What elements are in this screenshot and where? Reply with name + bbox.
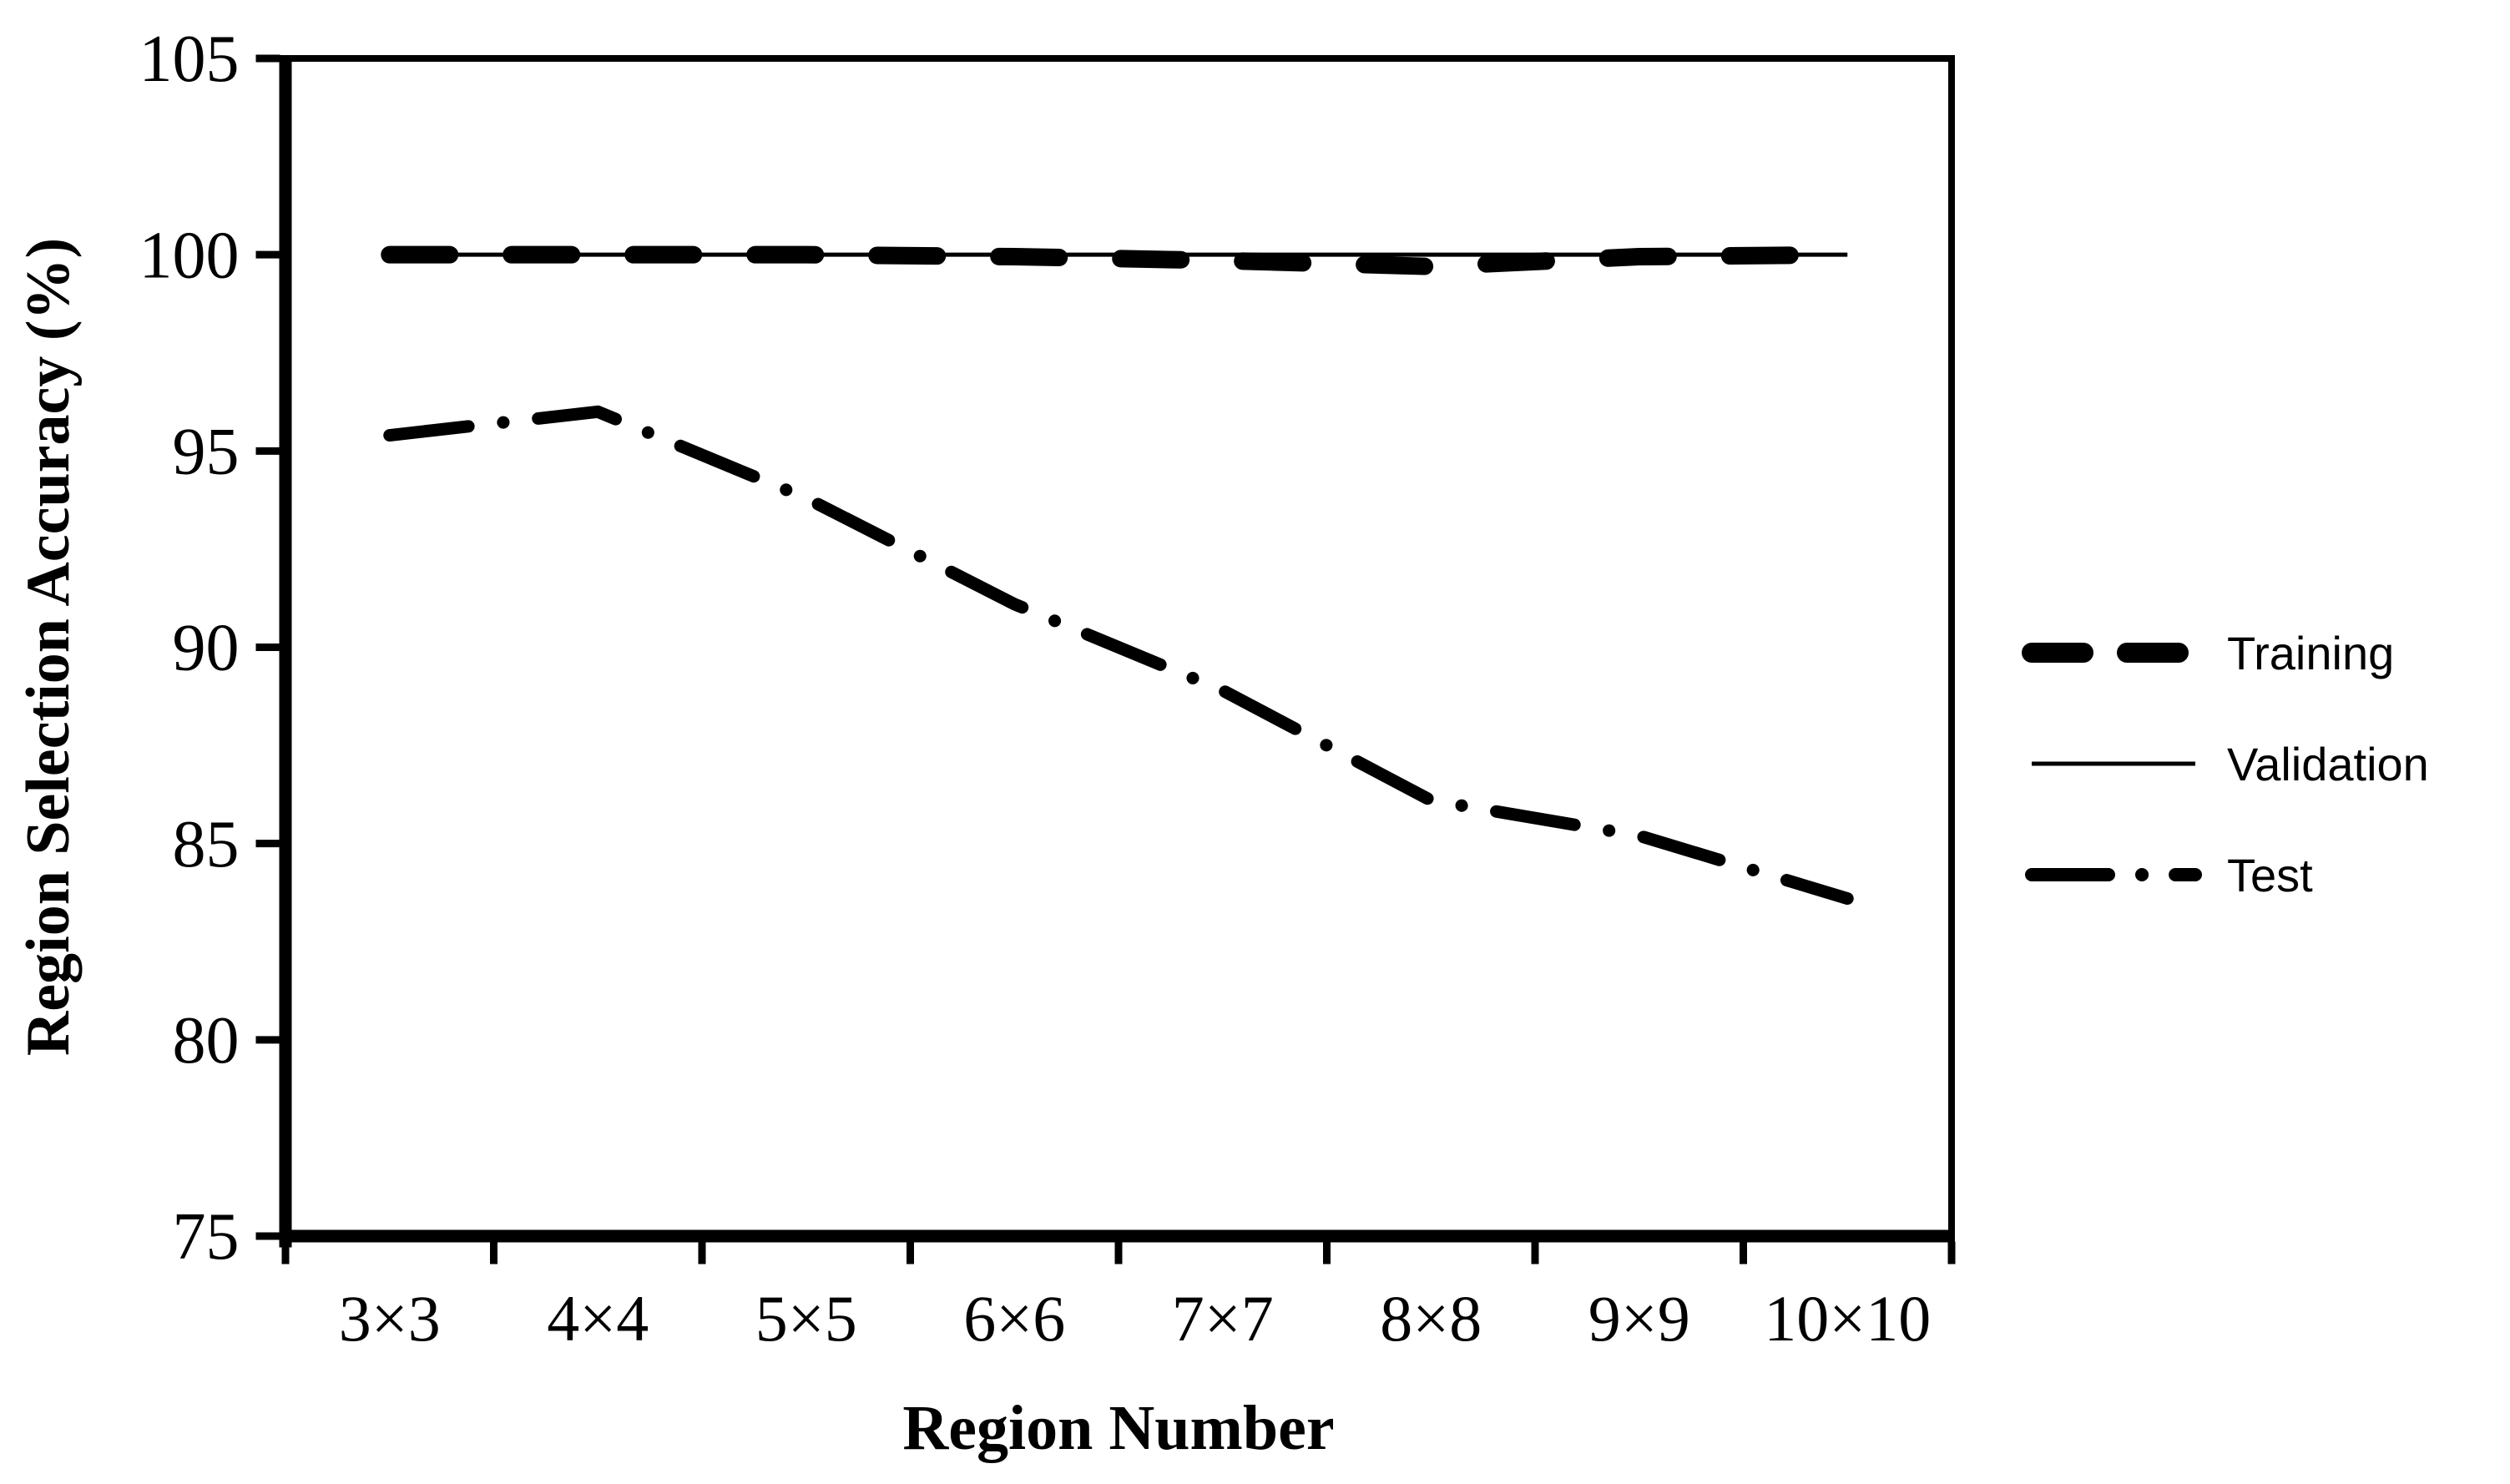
y-tick-label: 80 <box>173 1004 240 1078</box>
validation-solid-line-swatch <box>2032 761 2195 766</box>
legend-label-training: Training <box>2227 626 2395 679</box>
y-tick-label: 90 <box>173 612 240 685</box>
series-line-test <box>383 405 1854 906</box>
legend-item-training: Training <box>2022 615 2429 690</box>
y-tick-label: 75 <box>173 1200 240 1274</box>
legend-label-validation: Validation <box>2227 737 2429 790</box>
x-tick-label: 9×9 <box>1588 1282 1690 1355</box>
x-tick-label: 7×7 <box>1172 1282 1274 1355</box>
test-dash-dot-line-swatch <box>2025 868 2202 881</box>
legend-item-validation: Validation <box>2022 726 2429 801</box>
y-axis-title: Region Selection Accuracy (%) <box>14 237 83 1057</box>
legend-item-test: Test <box>2022 837 2429 912</box>
x-tick-label: 6×6 <box>963 1282 1065 1355</box>
legend-label-test: Test <box>2227 848 2313 901</box>
x-axis-title: Region Number <box>902 1393 1335 1463</box>
x-tick-label: 3×3 <box>339 1282 441 1355</box>
y-tick-label: 95 <box>173 416 240 489</box>
x-tick-label: 5×5 <box>755 1282 857 1355</box>
y-tick-label: 100 <box>139 219 240 292</box>
x-tick-label: 8×8 <box>1380 1282 1482 1355</box>
training-dashed-line-swatch <box>2022 643 2205 663</box>
x-tick-label: 4×4 <box>547 1282 649 1355</box>
y-tick-label: 105 <box>139 23 240 96</box>
x-tick-label: 10×10 <box>1764 1282 1931 1355</box>
y-tick-label: 85 <box>173 808 240 881</box>
legend: Training Validation Test <box>2022 615 2429 912</box>
